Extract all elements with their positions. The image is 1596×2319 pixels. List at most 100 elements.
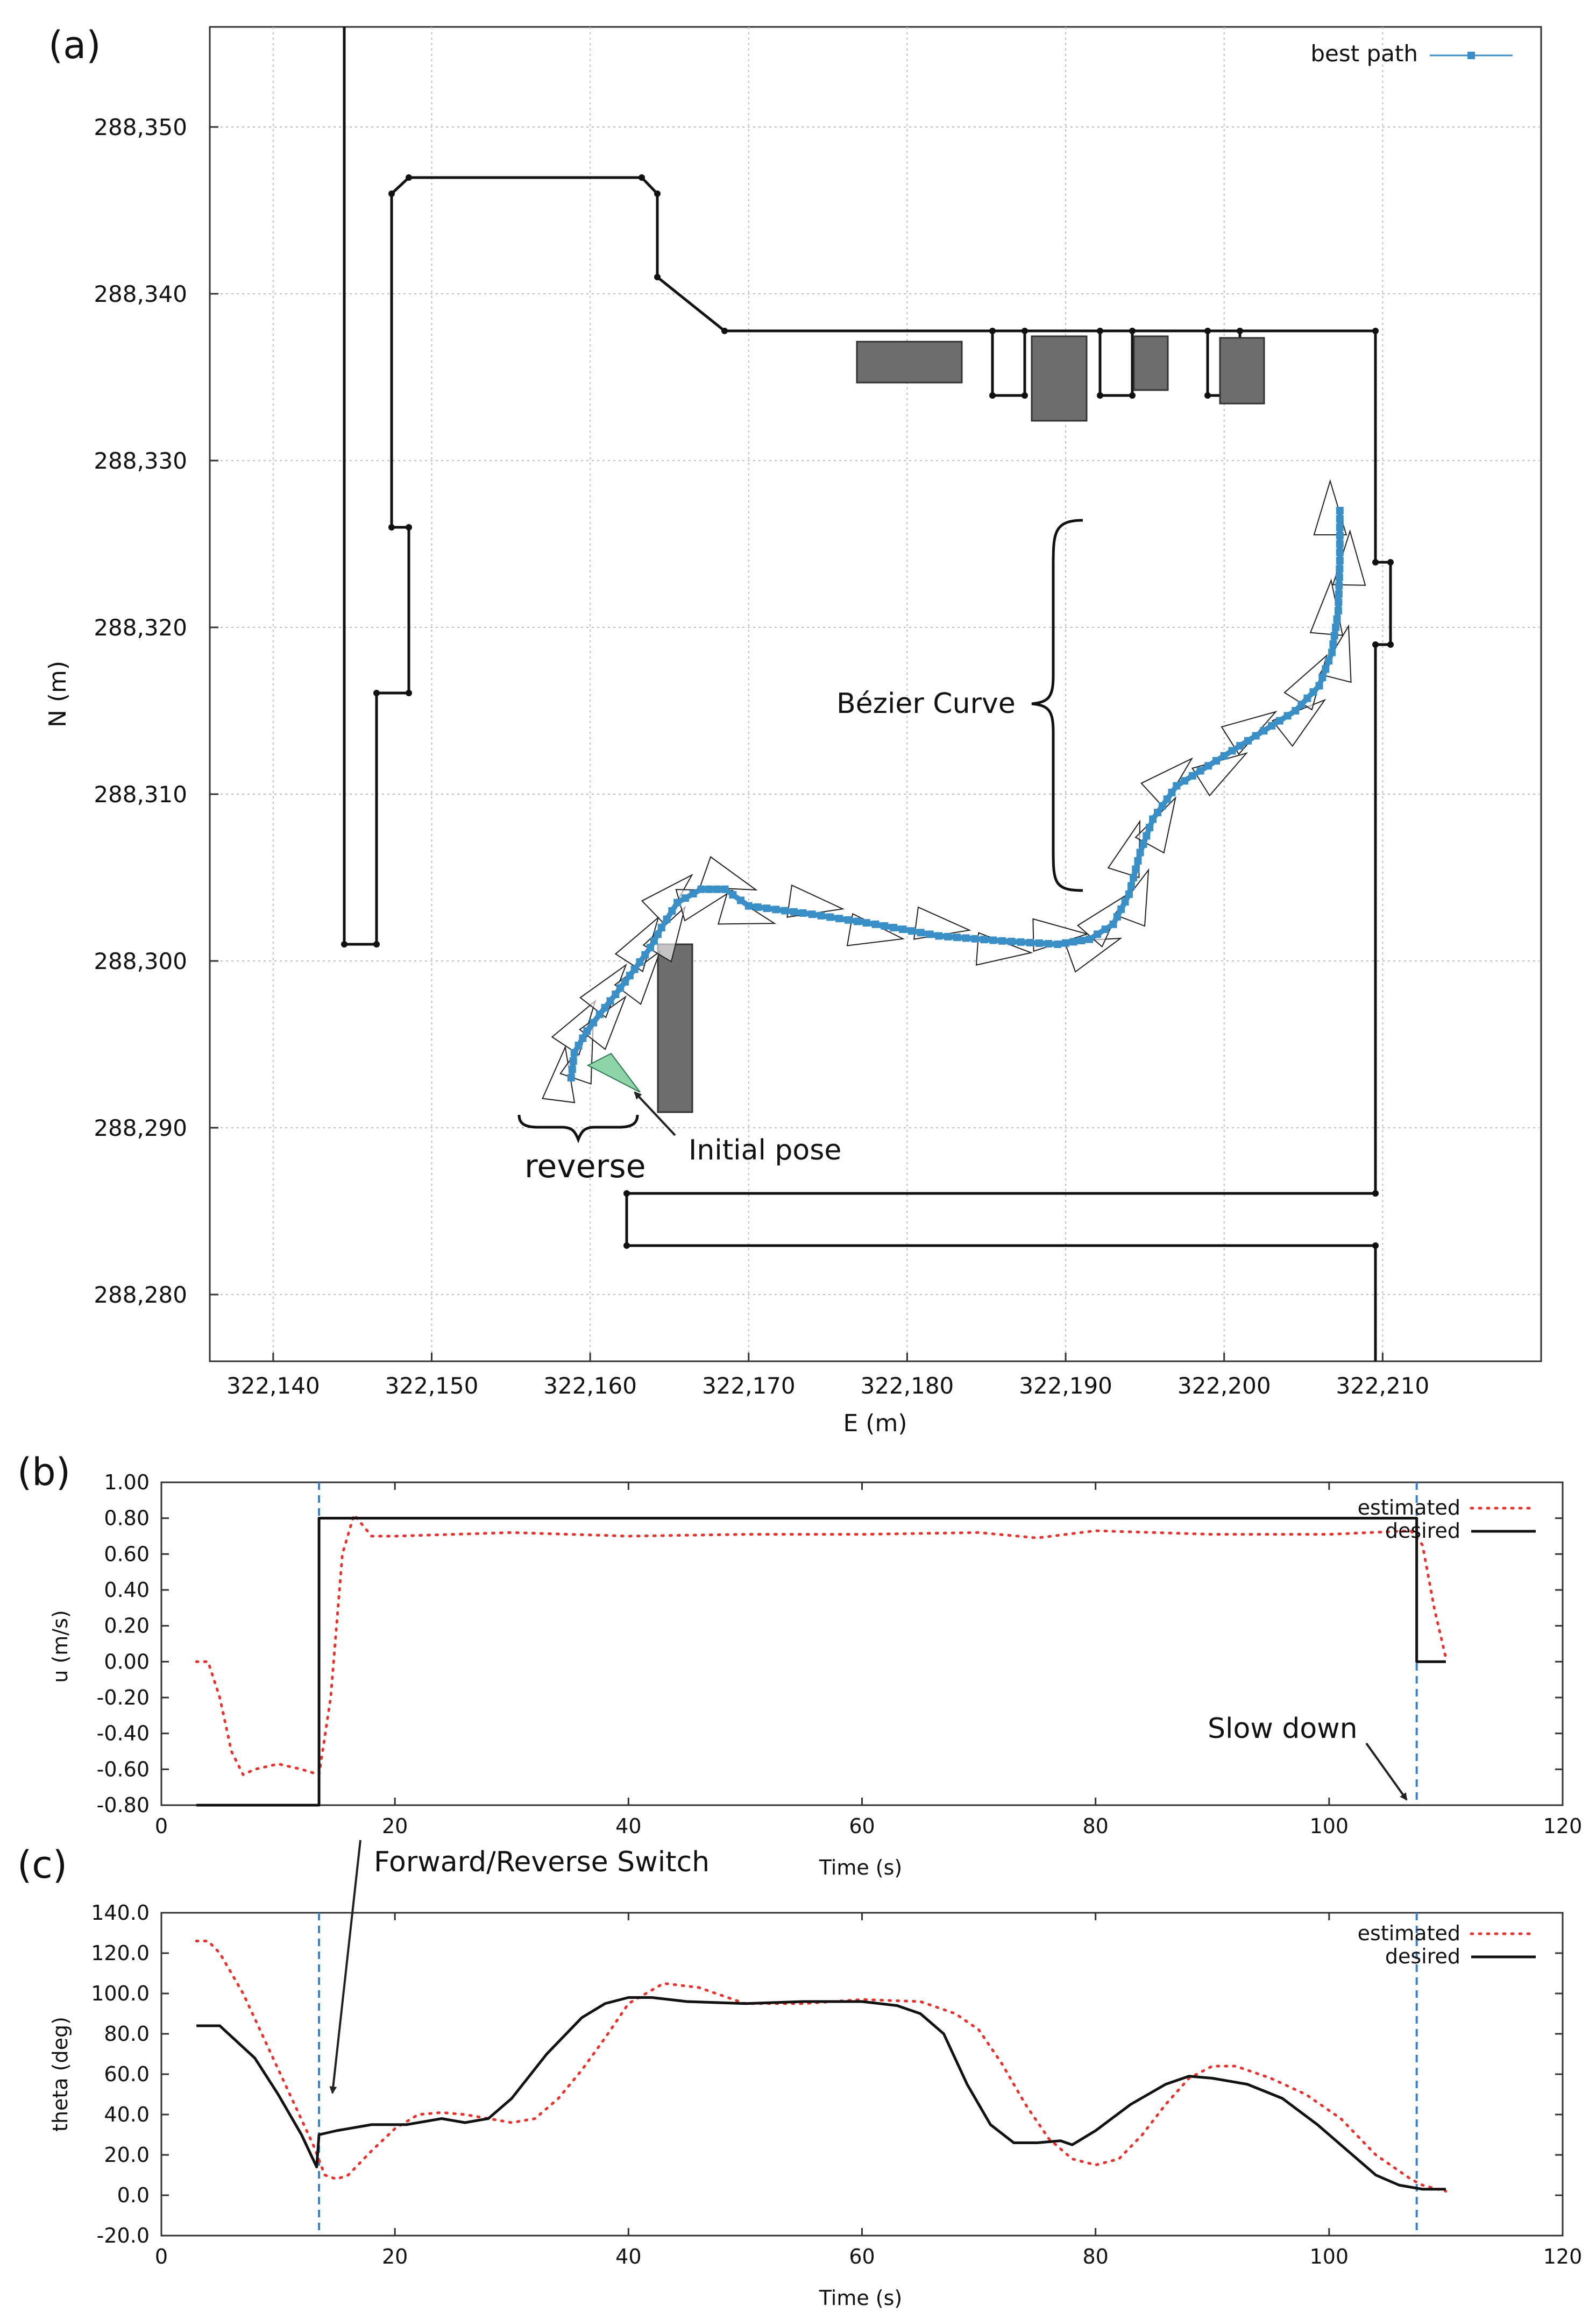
heading-y-axis-label: theta (deg) [48,2017,72,2132]
best-path-point [871,920,879,928]
best-path-point [744,902,753,910]
best-path-point [1125,890,1133,898]
best-path-point [1094,930,1101,938]
best-path-point [935,932,943,940]
y-tick-label: 288,330 [94,448,187,474]
x-tick-label: 0 [155,2245,168,2268]
best-path-point [621,978,629,986]
best-path-point [1146,824,1154,831]
y-tick-label: 0.60 [104,1542,150,1566]
best-path-point [626,972,634,980]
best-path-point [601,1003,609,1012]
best-path-point [980,936,988,944]
initial-pose-marker [586,1052,641,1093]
best-path-point [1134,857,1142,865]
best-path-point [1335,590,1343,598]
best-path-point [1163,795,1171,803]
heading-legend: estimated desired [1358,1921,1537,1968]
series-best-path [567,507,1344,1081]
velocity-event-lines [318,1482,1418,1805]
map-legend: best path [1310,40,1513,67]
best-path-point [1318,674,1327,681]
best-path-point [917,929,925,937]
best-path-point [1121,897,1129,906]
y-tick-label: 0.00 [104,1650,150,1673]
legend-desired-label: desired [1385,1945,1460,1968]
best-path-point [1315,682,1323,690]
best-path-point [926,930,934,938]
best-path-point [754,903,762,911]
best-path-point [1332,624,1340,631]
obstacle [1031,335,1088,422]
series-desired [196,1517,1446,1807]
y-tick-label: 288,280 [94,1282,187,1308]
panel-label-a: (a) [48,23,101,67]
best-path-point [1101,925,1109,934]
x-tick-label: 322,210 [1336,1373,1430,1399]
best-path-point [1143,832,1151,840]
best-path-point [568,1065,576,1073]
best-path-point [612,991,620,998]
velocity-chart: 0 20 40 60 80 100 120 -0.80 -0.60 -0.40 -0.20 0.00… [48,1470,1582,1879]
best-path-point [663,915,671,923]
legend-estimated-label: estimated [1358,1921,1460,1945]
best-path-point [636,958,644,966]
best-path-point [989,936,997,944]
best-path-point [606,997,614,1005]
series-desired [196,1996,1446,2191]
best-path-point [1158,802,1166,810]
x-tick-label: 322,160 [543,1373,637,1399]
best-path-point [1139,840,1147,848]
best-path-point [1062,939,1070,947]
x-tick-label: 322,170 [702,1373,796,1399]
best-path-point [1173,782,1181,790]
best-path-point [1303,694,1311,702]
best-path-point [1026,938,1034,946]
best-path-point [689,889,697,897]
best-path-point [1309,688,1317,696]
best-path-point [944,932,952,941]
best-path-point [616,984,625,992]
best-path-point [790,908,798,916]
best-path-point [1275,717,1283,725]
x-tick-label: 120 [1543,1814,1583,1838]
map-x-axis-label: E (m) [843,1410,907,1437]
bezier-label: Bézier Curve [836,688,1016,720]
map-y-ticks: 288,280 288,290 288,300 288,310 288,320 288,3… [94,114,218,1308]
initial-pose-label: Initial pose [689,1134,841,1166]
y-tick-label: 20.0 [104,2143,150,2167]
map-plot-frame [209,26,1542,1362]
best-path-point [1149,815,1157,823]
legend-best-path-label: best path [1310,40,1418,67]
best-path-point [1127,882,1136,890]
switch-arrow [329,1840,361,2094]
best-path-point [1086,935,1094,943]
y-tick-label: 1.00 [104,1470,150,1494]
y-tick-label: 288,310 [94,781,187,808]
heading-y-ticks: -20.0 0.0 20.0 40.0 60.0 80.0 100.0 120.0 140.0 [91,1901,1563,2247]
best-path-point [681,894,689,902]
best-path-point [1283,712,1292,720]
velocity-legend: estimated desired [1358,1496,1537,1543]
best-path-point [1130,874,1138,881]
y-tick-label: 120.0 [91,1941,150,1965]
reverse-brace [517,1114,639,1143]
series-estimated [195,1513,1448,1776]
vehicle-pose [699,856,758,891]
best-path-point [907,927,916,935]
best-path-point [1136,849,1144,857]
x-tick-label: 0 [155,1814,168,1838]
wall-left-upper [343,27,1392,1193]
y-tick-label: 40.0 [104,2103,150,2126]
best-path-point [1336,548,1344,556]
best-path-point [1117,905,1125,913]
best-path-point [1252,732,1260,740]
initial-pose-arrow [634,1091,676,1136]
map-obstacles [657,335,1265,1113]
y-tick-label: 0.40 [104,1578,150,1602]
best-path-point [590,1019,598,1027]
best-path-point [647,944,655,952]
y-tick-label: 60.0 [104,2062,150,2086]
best-path-point [1236,742,1244,750]
y-tick-label: 288,320 [94,614,187,641]
